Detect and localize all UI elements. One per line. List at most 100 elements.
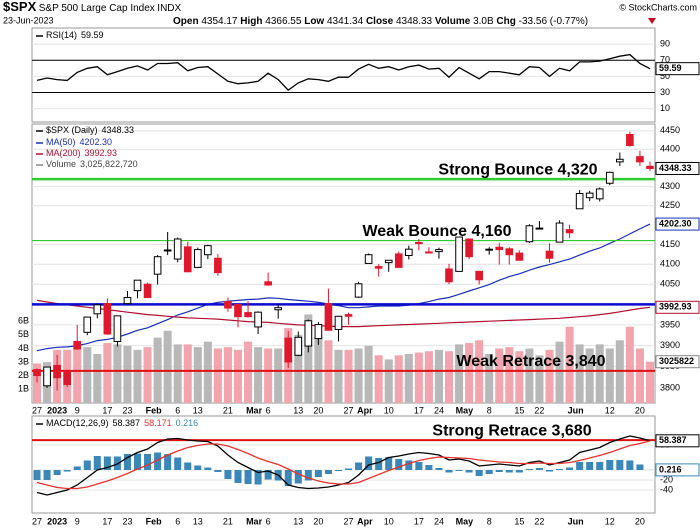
candle-body — [163, 249, 172, 252]
x-tick-label: 10 — [384, 405, 394, 415]
candle-body — [143, 283, 152, 299]
candle-body — [83, 316, 92, 333]
legend-entry: MA(50) 4202.30 — [46, 137, 112, 147]
legend-text: 4348.33 — [102, 125, 135, 135]
volume-bar — [505, 347, 514, 403]
histogram-bar — [355, 462, 363, 470]
y2-tick-label: 2B — [18, 370, 29, 380]
ma-line — [36, 299, 651, 328]
histogram-bar — [365, 456, 373, 470]
value-box-label: 58.387 — [659, 435, 687, 445]
volume-bar — [404, 353, 413, 403]
x-tick-label: Apr — [357, 405, 373, 415]
histogram-bar — [566, 467, 574, 470]
candle-body — [595, 188, 604, 200]
value-box — [655, 300, 700, 314]
histogram-bar — [53, 470, 61, 475]
candle-body — [123, 297, 132, 305]
volume-bar — [434, 349, 443, 403]
histogram-bar — [174, 457, 182, 470]
histogram-bar — [184, 462, 192, 470]
quote-value: 4341.34 — [327, 16, 364, 27]
histogram-bar — [445, 470, 453, 473]
volume-bar — [244, 341, 253, 403]
legend-text: RSI(14) — [46, 30, 77, 40]
candle-body — [465, 238, 473, 258]
volume-bar — [535, 355, 544, 403]
x-tick-label: 20 — [635, 405, 645, 415]
volume-bar — [585, 348, 594, 403]
value-box — [655, 434, 700, 448]
histogram-bar — [103, 456, 111, 470]
y2-tick-label: 4B — [18, 343, 29, 353]
value-box-label: 4348.33 — [659, 163, 692, 173]
candle-body — [485, 248, 494, 251]
histogram-bar — [214, 470, 222, 472]
candle-body — [364, 254, 373, 264]
volume-bar — [203, 341, 212, 403]
candle-body — [113, 315, 122, 342]
histogram-bar — [535, 468, 543, 470]
candle-body — [33, 369, 41, 377]
histogram-bar — [545, 470, 554, 472]
x-tick-label: 17 — [414, 405, 424, 415]
y-tick-label: -40 — [660, 484, 673, 494]
x-tick-label: Mar — [246, 405, 263, 415]
histogram-bar — [224, 470, 232, 479]
quote-value: -33.56 (-0.77%) — [519, 16, 588, 27]
candle-body — [103, 303, 112, 335]
x-tick-label: Feb — [146, 516, 163, 526]
candle-body — [183, 246, 192, 273]
candle-body — [404, 248, 413, 257]
x-tick-label: 6 — [266, 516, 271, 526]
histogram-bar — [375, 458, 383, 470]
candle-body — [445, 268, 453, 283]
down-arrow — [648, 18, 656, 24]
histogram-bar — [234, 470, 242, 483]
x-tick-label: 10 — [384, 516, 394, 526]
x-tick-label: 24 — [434, 516, 444, 526]
candle-body — [153, 256, 162, 275]
volume-bar — [424, 351, 433, 403]
legend-text: 3992.93 — [85, 148, 118, 158]
quote-label: High — [240, 16, 262, 27]
candle-body — [455, 236, 463, 272]
histogram-bar — [495, 470, 503, 472]
series-line — [36, 53, 651, 91]
volume-bar — [223, 347, 232, 403]
volume-bar — [495, 348, 504, 403]
histogram-bar — [314, 470, 322, 477]
candle-body — [43, 366, 51, 387]
series-line — [36, 440, 651, 490]
x-tick-label: 17 — [414, 516, 424, 526]
volume-bar — [163, 330, 172, 403]
candle-body — [475, 270, 483, 281]
candle-body — [274, 307, 283, 311]
x-tick-label: 13 — [193, 405, 203, 415]
volume-bar — [254, 347, 263, 403]
histogram-bar — [33, 470, 41, 480]
value-box — [655, 161, 700, 175]
volume-bar — [274, 348, 283, 403]
volume-bar — [575, 344, 584, 403]
histogram-bar — [636, 464, 644, 470]
candle-body — [425, 251, 433, 254]
y2-tick-label: 1B — [18, 384, 29, 394]
candle-body — [284, 337, 293, 363]
x-tick-label: 23 — [122, 405, 132, 415]
histogram-bar — [606, 460, 614, 470]
candle-body — [204, 245, 212, 256]
y2-tick-label: 5B — [18, 329, 29, 339]
x-tick-label: 6 — [175, 516, 180, 526]
histogram-bar — [334, 470, 342, 471]
x-tick-label: Jun — [568, 516, 584, 526]
y-tick-label: 10 — [660, 103, 670, 113]
volume-bar — [465, 343, 474, 403]
quote-value: 3.0B — [473, 16, 494, 27]
date: 23-Jun-2023 — [3, 15, 54, 25]
x-tick-label: 22 — [534, 405, 544, 415]
x-tick-label: 6 — [266, 405, 271, 415]
